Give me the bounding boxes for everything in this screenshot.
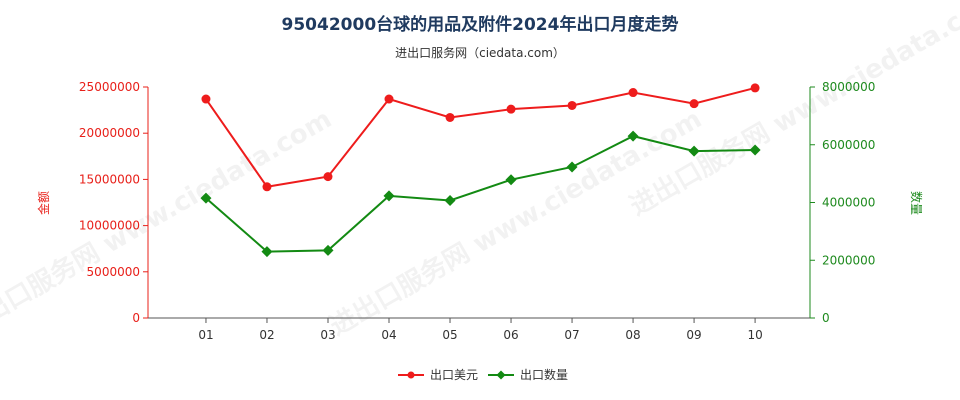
y-right-tick-label: 6000000 — [822, 138, 875, 152]
axes-layer: 0500000010000000150000002000000025000000… — [36, 80, 924, 342]
data-point — [688, 145, 700, 157]
legend-swatch-marker — [407, 371, 415, 379]
y-right-tick-label: 2000000 — [822, 253, 875, 267]
data-point — [200, 192, 212, 204]
x-tick-label: 04 — [381, 328, 396, 342]
x-tick-label: 07 — [564, 328, 579, 342]
series-line — [205, 135, 756, 253]
series-line — [205, 86, 756, 188]
legend-swatch-marker — [496, 370, 506, 380]
data-point — [383, 190, 395, 202]
y-left-tick-label: 15000000 — [79, 172, 140, 186]
watermark-layer: 进出口服务网 www.ciedata.com 进出口服务网 www.ciedata… — [0, 0, 960, 342]
y-left-tick-label: 0 — [132, 311, 140, 325]
data-point — [506, 104, 516, 114]
y-left-tick-label: 10000000 — [79, 219, 140, 233]
y-left-tick-label: 25000000 — [79, 80, 140, 94]
x-tick-label: 05 — [442, 328, 457, 342]
data-point — [261, 246, 273, 258]
legend-label: 出口数量 — [520, 367, 568, 382]
y-left-axis-title: 金额 — [36, 191, 51, 215]
y-right-tick-label: 4000000 — [822, 196, 875, 210]
data-point — [445, 112, 455, 122]
y-right-tick-label: 8000000 — [822, 80, 875, 94]
x-tick-label: 03 — [320, 328, 335, 342]
data-point — [627, 130, 639, 142]
series-layer — [200, 83, 761, 258]
x-tick-label: 06 — [503, 328, 518, 342]
chart-title: 95042000台球的用品及附件2024年出口月度走势 — [281, 15, 679, 35]
y-left-tick-label: 20000000 — [79, 126, 140, 140]
x-tick-label: 01 — [198, 328, 213, 342]
data-point — [323, 172, 333, 182]
x-tick-label: 09 — [686, 328, 701, 342]
y-left-tick-label: 5000000 — [87, 265, 140, 279]
data-point — [628, 88, 638, 98]
data-point — [749, 144, 761, 156]
data-point — [505, 174, 517, 186]
chart-legend: 出口美元 出口数量 — [398, 367, 568, 382]
data-point — [567, 100, 577, 110]
data-point — [750, 83, 760, 93]
y-right-axis-title: 数量 — [909, 191, 924, 215]
x-tick-label: 08 — [625, 328, 640, 342]
watermark-text: 进出口服务网 www.ciedata.com — [0, 104, 337, 342]
data-point — [201, 94, 211, 104]
x-tick-label: 10 — [747, 328, 762, 342]
data-point — [689, 99, 699, 109]
data-point — [322, 244, 334, 256]
data-point — [444, 194, 456, 206]
legend-label: 出口美元 — [430, 368, 478, 382]
chart-subtitle: 进出口服务网（ciedata.com） — [395, 46, 565, 60]
data-point — [566, 161, 578, 173]
x-tick-label: 02 — [259, 328, 274, 342]
data-point — [384, 94, 394, 104]
watermark-text: 进出口服务网 www.ciedata.com — [625, 0, 960, 222]
y-right-tick-label: 0 — [822, 311, 830, 325]
data-point — [262, 182, 272, 192]
